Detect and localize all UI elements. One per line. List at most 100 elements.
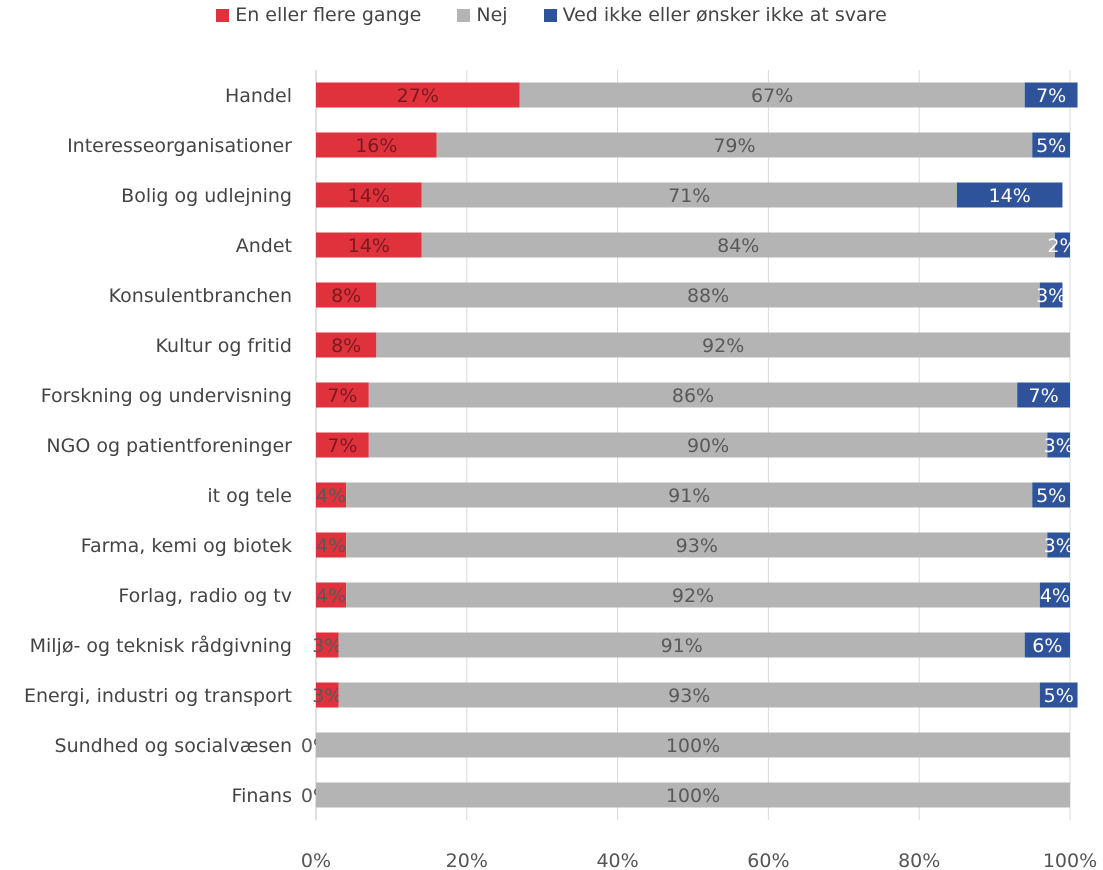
legend-swatch-series-3 [543,8,557,22]
data-label: 100% [666,785,720,807]
legend-item-series-3: Ved ikke eller ønsker ikke at svare [543,4,887,26]
data-label: 88% [687,285,729,307]
category-label: Farma, kemi og biotek [81,535,292,557]
bar-segment [1039,582,1070,608]
x-tick-label: 60% [747,850,789,870]
category-label: Forlag, radio og tv [118,585,292,607]
data-label: 4% [316,485,346,507]
data-label: 2% [1047,235,1077,257]
bar-segment [316,282,377,308]
bar-segment [316,782,1070,808]
data-label: 4% [316,535,346,557]
bar-segment [316,232,422,258]
category-label: Finans [232,785,292,807]
bar-segment [346,482,1033,508]
category-label: Handel [225,85,292,107]
data-label: 5% [1044,685,1074,707]
category-label: it og tele [207,485,292,507]
bar-segment [316,532,347,558]
x-tick-label: 20% [446,850,488,870]
bar-segment [316,332,377,358]
data-label: 7% [327,435,357,457]
data-label: 6% [1032,635,1062,657]
data-label: 86% [672,385,714,407]
category-label: Miljø- og teknisk rådgivning [30,634,292,657]
category-label: Energi, industri og transport [24,685,292,707]
bar-segment [376,332,1070,358]
bar-segment [316,632,339,658]
bar-segment [316,432,369,458]
data-label: 3% [1036,285,1066,307]
data-label: 4% [1040,585,1070,607]
bar-segment [316,582,347,608]
bar-segment [1039,682,1078,708]
bar-segment [376,282,1040,308]
bar-segment [338,632,1025,658]
bar-segment [1032,482,1070,508]
data-label: 3% [1044,435,1074,457]
data-label: 14% [348,235,390,257]
legend-item-series-2: Nej [457,4,508,26]
legend-label-series-1: En eller flere gange [235,4,422,26]
data-label: 84% [717,235,759,257]
legend-swatch-series-1 [216,8,230,22]
data-label: 8% [331,335,361,357]
bars: 27% 67% 7% 16% 79% 5% 14% 71% 14% 14% 84% 2% 8% 88% 3%… [301,82,1078,808]
bar-segment [1024,632,1070,658]
data-label: 3% [312,685,342,707]
category-label: NGO og patientforeninger [46,435,292,457]
bar-segment [1047,432,1070,458]
bar-segment [316,82,520,108]
data-label: 7% [327,385,357,407]
bar-segment [421,182,957,208]
legend-swatch-series-2 [457,8,471,22]
category-label: Forskning og undervisning [41,385,292,407]
data-label: 92% [672,585,714,607]
bar-segment [316,682,339,708]
bar-segment [1047,532,1070,558]
data-label: 14% [348,185,390,207]
data-label: 5% [1036,485,1066,507]
category-label: Andet [236,235,292,257]
bar-segment [421,232,1055,258]
data-label: 79% [713,135,755,157]
data-label: 90% [687,435,729,457]
category-label: Konsulentbranchen [109,285,292,307]
data-label: 71% [668,185,710,207]
data-label: 7% [1029,385,1059,407]
data-label: 4% [316,585,346,607]
data-label: 91% [668,485,710,507]
bar-segment [1017,382,1070,408]
data-label: 8% [331,285,361,307]
bar-segment [1039,282,1063,308]
data-label: 67% [751,85,793,107]
bar-segment [316,182,422,208]
bar-segment [316,482,347,508]
bar-segment [368,432,1048,458]
legend: En eller flere gange Nej Ved ikke eller … [0,4,1103,26]
data-label: 7% [1036,85,1066,107]
legend-label-series-2: Nej [476,4,508,26]
data-label: 27% [397,85,439,107]
data-label: 93% [668,685,710,707]
data-label: 3% [1044,535,1074,557]
bar-segment [316,732,1070,758]
bar-segment [1054,232,1070,258]
x-tick-label: 100% [1043,850,1097,870]
category-label: Sundhed og socialvæsen [55,735,292,757]
bar-segment [1024,82,1078,108]
data-label: 5% [1036,135,1066,157]
category-labels: Handel Interesseorganisationer Bolig og ud… [24,85,292,807]
data-label: 91% [661,635,703,657]
category-label: Bolig og udlejning [121,185,292,207]
bar-segment [338,682,1040,708]
bar-segment [316,132,437,158]
bar-segment [316,382,369,408]
x-tick-label: 80% [898,850,940,870]
category-label: Interesseorganisationer [67,135,292,157]
data-label: 16% [355,135,397,157]
x-tick-label: 0% [301,850,331,870]
bar-segment [1032,132,1070,158]
legend-item-series-1: En eller flere gange [216,4,421,26]
